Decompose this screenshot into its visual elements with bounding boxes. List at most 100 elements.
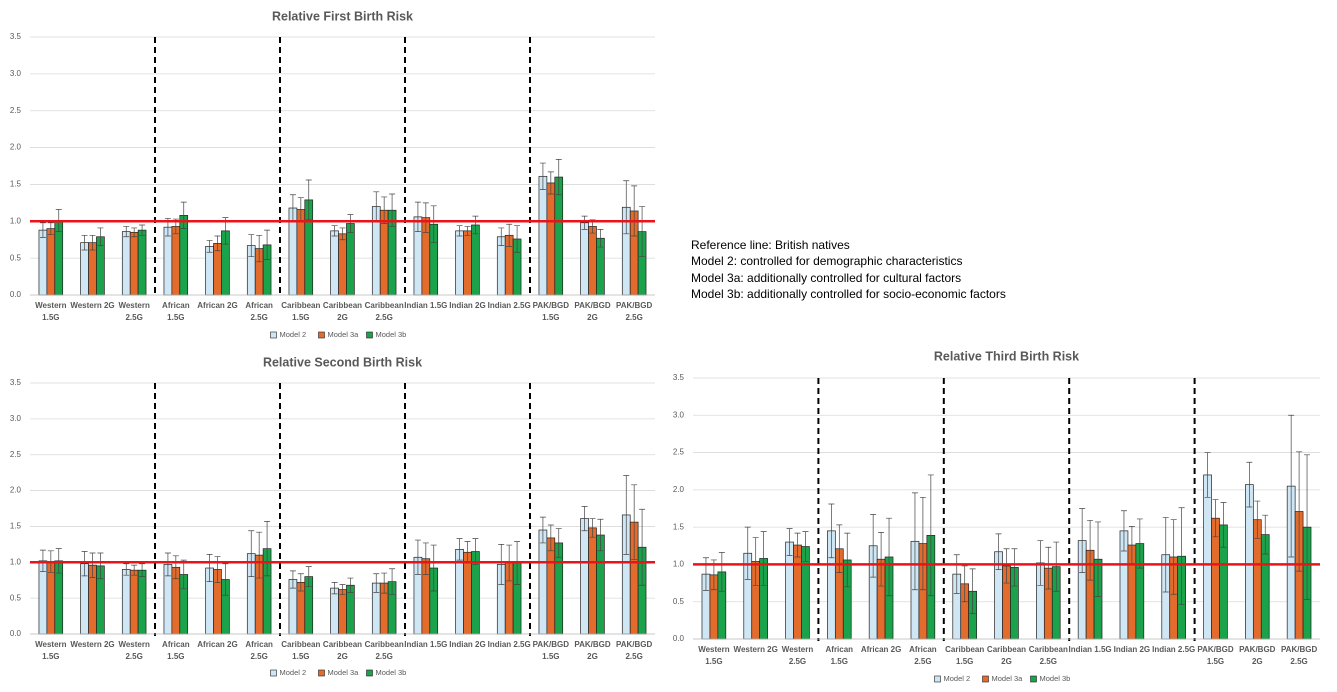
x-tick-label: Western 1.5G [35, 301, 67, 322]
error-bar [794, 532, 801, 558]
error-bar [786, 528, 793, 556]
bar [38, 229, 48, 296]
error-bar [414, 539, 421, 575]
legend-label: Model 2 [944, 674, 971, 683]
error-bar [139, 563, 146, 577]
error-bar [131, 227, 138, 238]
bar [346, 223, 355, 296]
error-bar [222, 563, 229, 596]
x-tick-label: Western 2G [733, 645, 778, 654]
error-bar [760, 531, 767, 586]
x-tick-label: Western 1.5G [698, 645, 730, 666]
error-bar [206, 554, 213, 582]
error-bar [844, 532, 851, 588]
x-tick-label-box: African 1.5G [825, 645, 854, 666]
x-tick-label-box: African 2.5G [245, 640, 273, 661]
error-bar [389, 568, 396, 595]
x-tick-label: Caribbean 1.5G [281, 301, 321, 322]
note: Reference line: British natives [691, 238, 850, 252]
x-tick-label-box: PAK/BGD 2.5G [1281, 645, 1317, 666]
x-tick-label: Indian 1.5G [404, 301, 448, 310]
legend-swatch [270, 331, 277, 339]
error-bar [464, 226, 471, 236]
y-tick-label: 3.0 [10, 414, 22, 423]
error-bar [1095, 521, 1102, 597]
x-tick-label-box: PAK/BGD 2.5G [616, 640, 653, 661]
error-bar [547, 524, 554, 552]
error-bar [1246, 461, 1253, 508]
x-tick-label: Indian 2G [449, 301, 486, 310]
error-bar [911, 492, 918, 591]
bar [137, 229, 147, 296]
x-tick-label: Caribbean 2.5G [1028, 645, 1068, 666]
x-tick-label: African 1.5G [825, 645, 854, 666]
error-bar [414, 201, 421, 232]
y-tick-label: 0.5 [673, 597, 685, 606]
x-tick-label-box: PAK/BGD 2G [574, 301, 610, 322]
x-tick-label-box: African 1.5G [162, 301, 190, 322]
error-bar [1204, 452, 1211, 498]
error-bar [97, 227, 104, 246]
x-tick-label-box: Western 2G [733, 645, 778, 654]
bar [546, 182, 556, 296]
x-tick-label-box: PAK/BGD 1.5G [533, 640, 569, 661]
x-tick-label-box: Indian 2G [449, 640, 485, 649]
x-tick-label-box: African 2.5G [909, 645, 937, 666]
error-bar [381, 196, 388, 224]
x-tick-label: PAK/BGD 1.5G [532, 301, 569, 322]
chart-title: Relative Third Birth Risk [934, 349, 1079, 363]
legend-label: Model 3b [376, 330, 407, 339]
x-tick-label-box: Caribbean 2.5G [1028, 645, 1068, 666]
x-tick-label: African 2G [197, 640, 238, 649]
y-tick-label: 0.0 [10, 629, 22, 638]
error-bar [248, 234, 255, 258]
note: Model 3a: additionally controlled for cu… [691, 271, 961, 285]
chart-title: Relative Second Birth Risk [263, 355, 422, 369]
y-tick-label: 1.0 [10, 557, 22, 566]
bar [338, 233, 347, 296]
x-tick-label: Caribbean 1.5G [945, 645, 985, 666]
bar [471, 224, 480, 296]
legend-label: Model 3b [376, 668, 407, 677]
x-tick-label-box: Western 2.5G [782, 645, 813, 666]
x-tick-label-box: Caribbean 1.5G [945, 645, 985, 666]
error-bar [297, 573, 304, 592]
x-tick-label: PAK/BGD 2.5G [616, 301, 653, 322]
x-tick-label: African 2G [860, 645, 902, 654]
error-bar [81, 234, 88, 251]
error-bar [1120, 510, 1127, 552]
x-tick-label: PAK/BGD 2.5G [616, 640, 653, 661]
x-tick-label-box: Indian 1.5G [1069, 645, 1112, 654]
error-bar [256, 234, 263, 263]
chart-title: Relative First Birth Risk [272, 9, 413, 23]
y-tick-label: 3.5 [10, 378, 22, 387]
error-bar [581, 215, 588, 230]
error-bar [456, 538, 463, 561]
x-tick-label-box: PAK/BGD 1.5G [1197, 645, 1233, 666]
error-bar [339, 227, 346, 241]
bar [80, 242, 89, 296]
error-bar [373, 573, 380, 593]
x-tick-label: African 1.5G [162, 640, 190, 661]
bar [137, 569, 147, 635]
x-tick-label: Western 1.5G [35, 640, 67, 661]
x-tick-label: Indian 1.5G [404, 640, 448, 649]
error-bar [339, 584, 346, 595]
y-tick-label: 3.0 [10, 69, 22, 78]
legend-swatch [982, 675, 989, 683]
bar [338, 589, 347, 635]
error-bar [581, 505, 588, 532]
error-bar [39, 549, 46, 572]
error-bar [123, 226, 130, 238]
bar [588, 527, 597, 635]
bar [1245, 484, 1254, 640]
error-bar [752, 537, 759, 586]
x-tick-label-box: African 1.5G [162, 640, 190, 661]
error-bar [1296, 451, 1303, 572]
error-bar [206, 240, 213, 253]
error-bar [472, 215, 479, 235]
error-bar [718, 552, 725, 592]
error-bar [289, 570, 296, 589]
bar [546, 537, 556, 635]
error-bar [81, 551, 88, 577]
